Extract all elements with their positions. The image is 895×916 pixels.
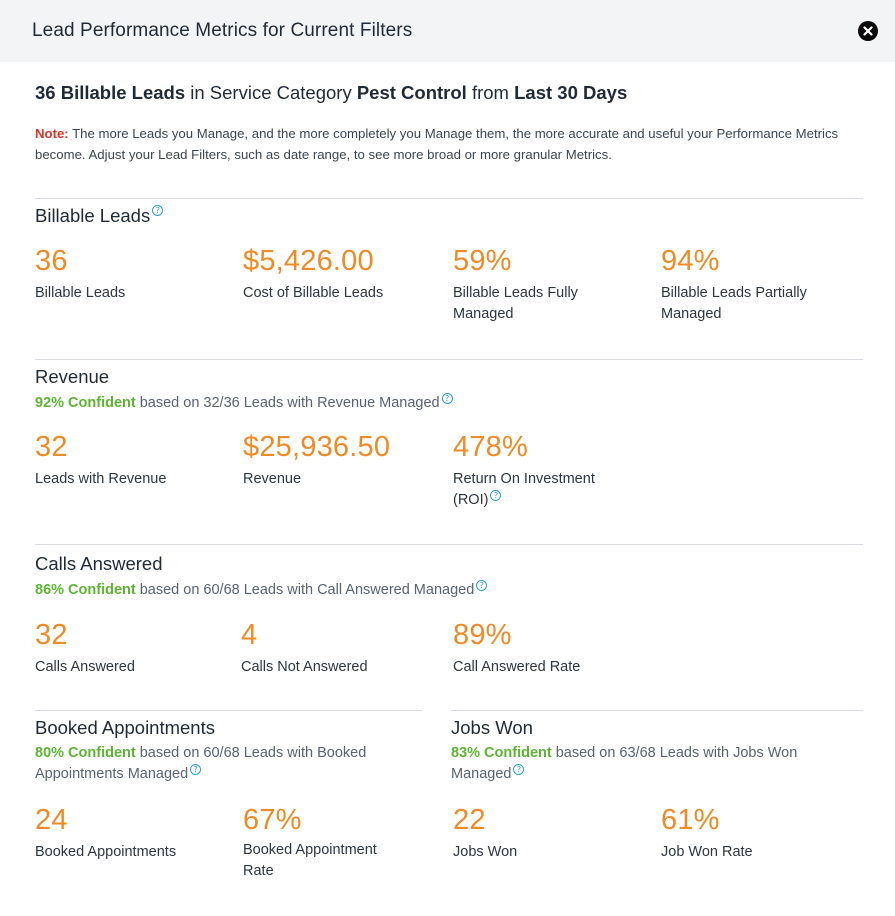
- help-icon[interactable]: ?: [490, 490, 502, 501]
- modal-header: Lead Performance Metrics for Current Fil…: [0, 0, 895, 62]
- metric-booked-appointment-rate: 67% Booked Appointment Rate: [243, 803, 403, 882]
- summary-period: Last 30 Days: [514, 82, 628, 103]
- metric-calls-not-answered: 4 Calls Not Answered: [241, 618, 436, 678]
- divider: [35, 710, 422, 711]
- metric-label: Calls Not Answered: [241, 659, 368, 675]
- note: Note: The more Leads you Manage, and the…: [35, 123, 855, 165]
- metric-value: 59%: [453, 245, 512, 277]
- metric-value: 67%: [243, 804, 302, 836]
- help-icon[interactable]: ?: [513, 764, 525, 775]
- jobs-confidence: 83% Confident based on 63/68 Leads with …: [451, 743, 826, 785]
- confidence-text: based on 32/36 Leads with Revenue Manage…: [135, 395, 440, 411]
- confidence-percent: 80% Confident: [35, 745, 136, 761]
- metric-value: $25,936.50: [243, 431, 391, 463]
- filter-summary: 36 Billable Leads in Service Category Pe…: [35, 82, 627, 104]
- metric-calls-answered: 32 Calls Answered: [35, 618, 225, 678]
- metric-value: 32: [35, 619, 68, 651]
- metric-roi: 478% Return On Investment (ROI)?: [453, 430, 618, 511]
- metric-leads-with-revenue: 32 Leads with Revenue: [35, 430, 225, 490]
- divider: [451, 710, 863, 711]
- confidence-percent: 83% Confident: [451, 745, 552, 761]
- metric-value: 478%: [453, 431, 528, 463]
- metric-fully-managed: 59% Billable Leads Fully Managed: [453, 244, 618, 325]
- metric-label: Job Won Rate: [661, 844, 753, 860]
- metric-booked-appointments: 24 Booked Appointments: [35, 803, 225, 863]
- summary-from-text: from: [466, 82, 515, 103]
- metric-partially-managed: 94% Billable Leads Partially Managed: [661, 244, 836, 325]
- divider: [35, 198, 863, 199]
- confidence-percent: 86% Confident: [35, 582, 136, 598]
- metric-revenue: $25,936.50 Revenue: [243, 430, 438, 490]
- metric-label: Billable Leads Partially Managed: [661, 285, 807, 322]
- metric-value: 24: [35, 804, 68, 836]
- metric-value: 94%: [661, 245, 720, 277]
- metric-label: Jobs Won: [453, 844, 518, 860]
- help-icon[interactable]: ?: [190, 764, 202, 775]
- confidence-text: based on 63/68 Leads with Jobs Won Manag…: [451, 745, 798, 782]
- note-label: Note:: [35, 126, 69, 141]
- metric-label: Billable Leads: [35, 285, 126, 301]
- revenue-title: Revenue: [35, 366, 110, 387]
- metric-label: Booked Appointments: [35, 844, 177, 860]
- confidence-percent: 92% Confident: [35, 395, 136, 411]
- billable-leads-title: Billable Leads?: [35, 205, 164, 227]
- jobs-won-title: Jobs Won: [451, 717, 533, 738]
- metric-value: 22: [453, 804, 486, 836]
- help-icon[interactable]: ?: [441, 393, 453, 404]
- modal-title: Lead Performance Metrics for Current Fil…: [32, 20, 413, 41]
- metric-label: Return On Investment (ROI)?: [453, 469, 618, 511]
- summary-count: 36 Billable Leads: [35, 82, 186, 103]
- metric-value: 61%: [661, 804, 720, 836]
- divider: [35, 359, 863, 360]
- metric-label: Leads with Revenue: [35, 471, 167, 487]
- metric-value: 4: [241, 619, 258, 651]
- metric-label: Call Answered Rate: [453, 659, 581, 675]
- metric-value: $5,426.00: [243, 245, 374, 277]
- close-button[interactable]: [858, 21, 878, 41]
- note-text: The more Leads you Manage, and the more …: [35, 126, 839, 162]
- booked-confidence: 80% Confident based on 60/68 Leads with …: [35, 743, 407, 785]
- metric-label-text: Return On Investment (ROI): [453, 471, 595, 508]
- metric-label: Billable Leads Fully Managed: [453, 285, 578, 322]
- help-icon[interactable]: ?: [152, 205, 164, 216]
- booked-appointments-title: Booked Appointments: [35, 717, 215, 738]
- calls-answered-title: Calls Answered: [35, 553, 163, 574]
- revenue-confidence: 92% Confident based on 32/36 Leads with …: [35, 393, 453, 414]
- metric-label: Cost of Billable Leads: [243, 285, 384, 301]
- metric-label: Booked Appointment Rate: [243, 842, 377, 879]
- billable-leads-title-text: Billable Leads: [35, 205, 151, 226]
- help-icon[interactable]: ?: [476, 580, 488, 591]
- confidence-text: based on 60/68 Leads with Booked Appoint…: [35, 745, 367, 782]
- metric-label: Calls Answered: [35, 659, 135, 675]
- summary-category: Pest Control: [356, 82, 467, 103]
- metric-jobs-won: 22 Jobs Won: [453, 803, 643, 863]
- metric-label: Revenue: [243, 471, 302, 487]
- divider: [35, 544, 863, 545]
- metric-job-won-rate: 61% Job Won Rate: [661, 803, 851, 863]
- metric-value: 32: [35, 431, 68, 463]
- calls-confidence: 86% Confident based on 60/68 Leads with …: [35, 580, 488, 601]
- close-icon: [863, 26, 873, 36]
- metric-call-answered-rate: 89% Call Answered Rate: [453, 618, 653, 678]
- confidence-text: based on 60/68 Leads with Call Answered …: [135, 582, 475, 598]
- metric-cost-billable-leads: $5,426.00 Cost of Billable Leads: [243, 244, 438, 304]
- metric-billable-leads: 36 Billable Leads: [35, 244, 225, 304]
- metric-value: 89%: [453, 619, 512, 651]
- summary-in-text: in Service Category: [185, 82, 357, 103]
- metric-value: 36: [35, 245, 68, 277]
